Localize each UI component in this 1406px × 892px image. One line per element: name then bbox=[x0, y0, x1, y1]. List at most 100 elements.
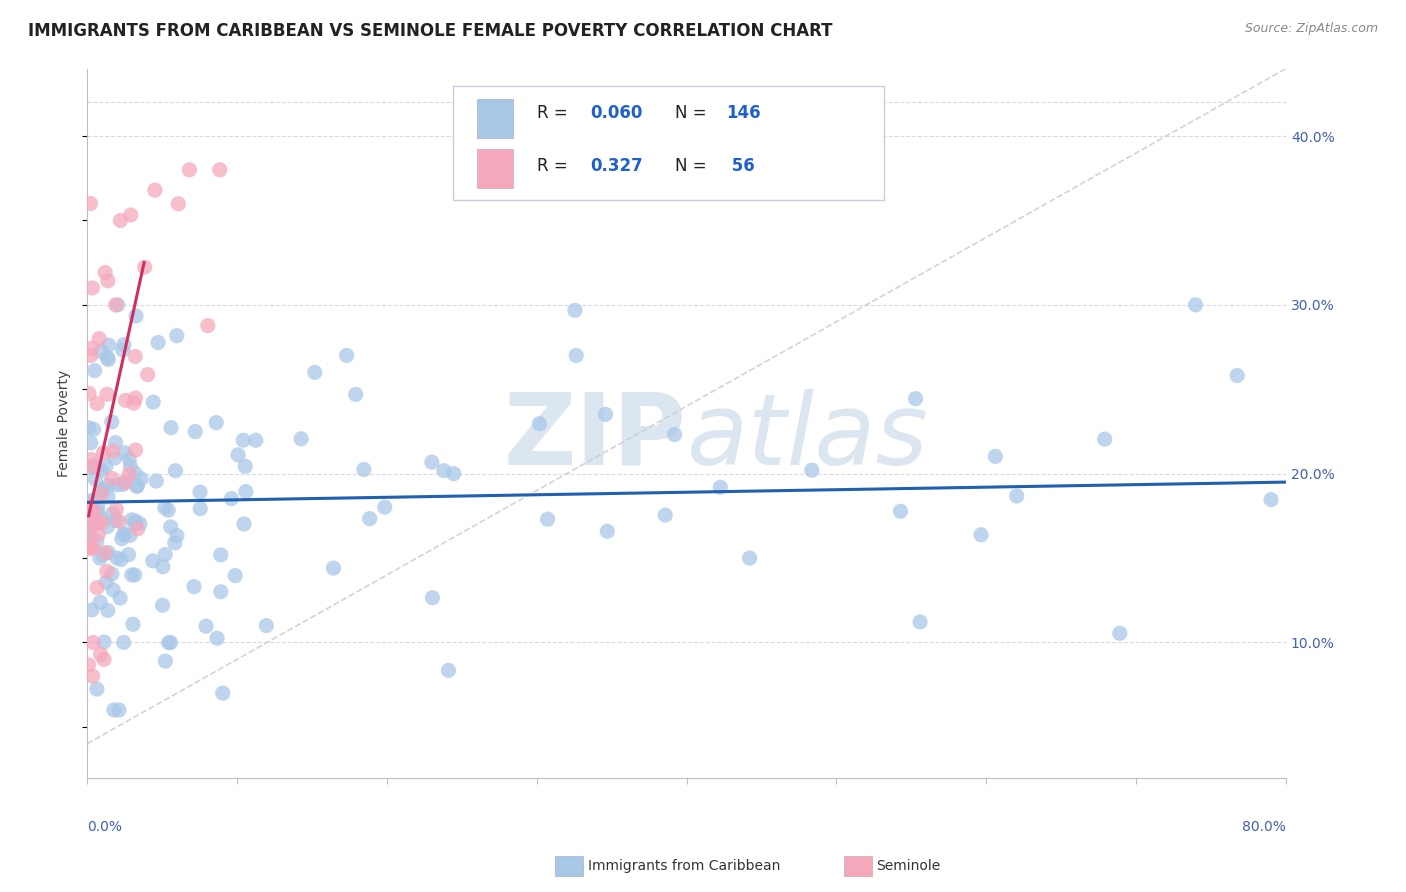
Point bbox=[80, 349, 103, 363]
Point bbox=[96, 351, 118, 365]
Point bbox=[970, 528, 993, 542]
Point bbox=[96, 575, 118, 590]
Point bbox=[152, 559, 174, 574]
Point bbox=[80, 452, 103, 467]
Point bbox=[89, 332, 111, 346]
Point bbox=[1005, 489, 1028, 503]
Point bbox=[160, 420, 183, 434]
Point bbox=[166, 328, 188, 343]
Point bbox=[195, 619, 218, 633]
Point bbox=[114, 393, 136, 408]
Point bbox=[111, 343, 134, 357]
Point bbox=[104, 435, 127, 450]
Point bbox=[221, 491, 243, 506]
Point bbox=[108, 514, 131, 528]
Point bbox=[1260, 492, 1282, 507]
Point bbox=[167, 196, 190, 211]
Point bbox=[80, 341, 103, 355]
Point bbox=[86, 581, 108, 595]
Text: IMMIGRANTS FROM CARIBBEAN VS SEMINOLE FEMALE POVERTY CORRELATION CHART: IMMIGRANTS FROM CARIBBEAN VS SEMINOLE FE… bbox=[28, 22, 832, 40]
Point bbox=[114, 475, 136, 490]
Point bbox=[90, 511, 112, 525]
Point bbox=[124, 443, 146, 458]
Point bbox=[90, 487, 112, 501]
Point bbox=[120, 208, 142, 222]
Point bbox=[245, 434, 267, 448]
Point bbox=[359, 511, 381, 525]
Point bbox=[209, 584, 232, 599]
Point bbox=[114, 475, 136, 489]
Point bbox=[96, 387, 118, 401]
Point bbox=[91, 483, 114, 497]
Point bbox=[96, 564, 118, 578]
Text: Source: ZipAtlas.com: Source: ZipAtlas.com bbox=[1244, 22, 1378, 36]
Point bbox=[80, 460, 103, 475]
Point bbox=[153, 548, 176, 562]
Point bbox=[121, 568, 143, 582]
Point bbox=[188, 501, 211, 516]
Point bbox=[86, 396, 108, 410]
Point bbox=[128, 516, 150, 531]
Point bbox=[136, 368, 159, 382]
Point bbox=[104, 513, 127, 527]
Point bbox=[104, 451, 127, 466]
Point bbox=[91, 516, 114, 530]
Point bbox=[1108, 626, 1130, 640]
Point bbox=[93, 635, 115, 649]
Point bbox=[87, 500, 110, 514]
Point bbox=[344, 387, 367, 401]
Point bbox=[86, 516, 108, 530]
Point bbox=[90, 344, 112, 359]
Point bbox=[112, 526, 135, 541]
Point bbox=[124, 350, 146, 364]
Point bbox=[142, 395, 165, 409]
Point bbox=[82, 669, 104, 683]
Point bbox=[107, 298, 129, 312]
Point bbox=[120, 459, 142, 474]
Point bbox=[374, 500, 396, 515]
Point bbox=[83, 363, 105, 377]
Text: 0.327: 0.327 bbox=[591, 157, 644, 176]
Point bbox=[127, 522, 149, 536]
Point bbox=[90, 483, 112, 498]
Point bbox=[82, 541, 104, 555]
Point bbox=[254, 618, 277, 632]
Point bbox=[353, 462, 375, 476]
Point bbox=[738, 551, 761, 566]
Point bbox=[709, 480, 731, 494]
Point bbox=[104, 298, 127, 312]
Point bbox=[143, 183, 166, 197]
Point bbox=[124, 568, 146, 582]
Point bbox=[159, 635, 181, 649]
Point bbox=[97, 478, 120, 492]
Point bbox=[83, 422, 105, 436]
Point bbox=[82, 281, 104, 295]
Point bbox=[80, 519, 103, 533]
Point bbox=[94, 459, 117, 474]
Point bbox=[86, 682, 108, 697]
Text: N =: N = bbox=[675, 157, 711, 176]
Point bbox=[89, 595, 111, 609]
Point bbox=[93, 446, 115, 460]
Point bbox=[79, 541, 101, 555]
Point bbox=[80, 507, 103, 521]
Point bbox=[101, 471, 124, 485]
Point bbox=[83, 458, 105, 473]
Point bbox=[89, 551, 111, 566]
Point bbox=[97, 490, 120, 504]
Point bbox=[596, 524, 619, 539]
Point bbox=[211, 686, 233, 700]
Point bbox=[209, 548, 232, 562]
Point bbox=[443, 467, 465, 481]
Point bbox=[127, 479, 149, 493]
Point bbox=[96, 520, 118, 534]
Point bbox=[188, 485, 211, 500]
Text: 80.0%: 80.0% bbox=[1241, 820, 1286, 834]
Point bbox=[84, 472, 107, 486]
Point bbox=[208, 162, 231, 177]
Point bbox=[908, 615, 931, 629]
Point bbox=[111, 532, 134, 546]
Point bbox=[118, 528, 141, 542]
Point bbox=[80, 436, 103, 450]
Text: 0.060: 0.060 bbox=[591, 104, 643, 122]
